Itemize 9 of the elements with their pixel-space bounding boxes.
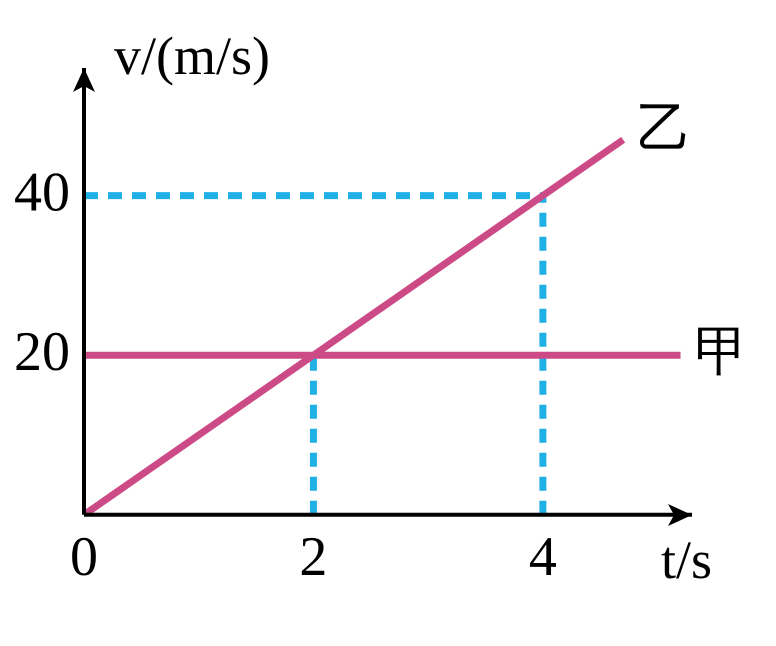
x-tick-label: 2	[299, 526, 328, 588]
y-tick-label: 40	[14, 161, 70, 224]
x-tick-label: 0	[70, 526, 98, 588]
y-axis-title: v/(m/s)	[114, 26, 270, 86]
x-tick-label: 4	[528, 526, 557, 588]
x-axis-title: t/s	[660, 530, 712, 590]
series-label: 甲	[694, 321, 749, 382]
y-tick-label: 20	[14, 320, 70, 383]
series-label: 乙	[637, 98, 692, 158]
